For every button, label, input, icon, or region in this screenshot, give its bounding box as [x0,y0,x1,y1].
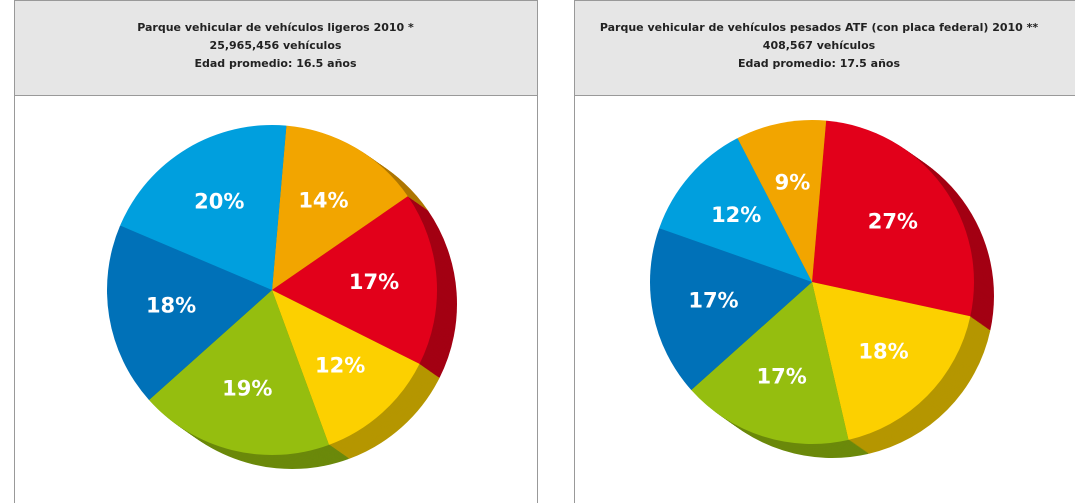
panel-header [574,0,1075,96]
chart-title: Edad promedio: 17.5 años [738,57,901,70]
chart-title: Parque vehicular de vehículos ligeros 20… [137,21,414,34]
data-label: 9% [775,170,811,194]
slice [659,138,812,282]
slice [107,225,272,400]
slice [691,282,849,444]
data-label: 14% [298,189,348,213]
slice [650,228,812,390]
data-label: 19% [222,376,272,400]
data-label: 17% [756,365,806,389]
slice [812,282,971,440]
data-label: 27% [868,209,918,233]
slice [148,290,329,455]
slice [272,196,437,364]
slice [120,124,287,290]
panel-header [14,0,538,96]
slice [272,125,408,291]
slice [272,290,420,445]
data-label: 17% [688,289,738,313]
data-label: 12% [711,203,761,227]
data-label: 17% [349,270,399,294]
chart-title: 408,567 vehículos [763,39,876,52]
chart-title: Parque vehicular de vehículos pesados AT… [600,21,1039,34]
data-label: 18% [146,294,196,318]
slice [737,119,827,282]
data-label: 20% [194,189,244,213]
chart-title: Edad promedio: 16.5 años [194,57,357,70]
data-label: 12% [315,353,365,377]
chart-title: 25,965,456 vehículos [210,39,342,52]
slice [812,120,974,317]
data-label: 18% [858,340,908,364]
